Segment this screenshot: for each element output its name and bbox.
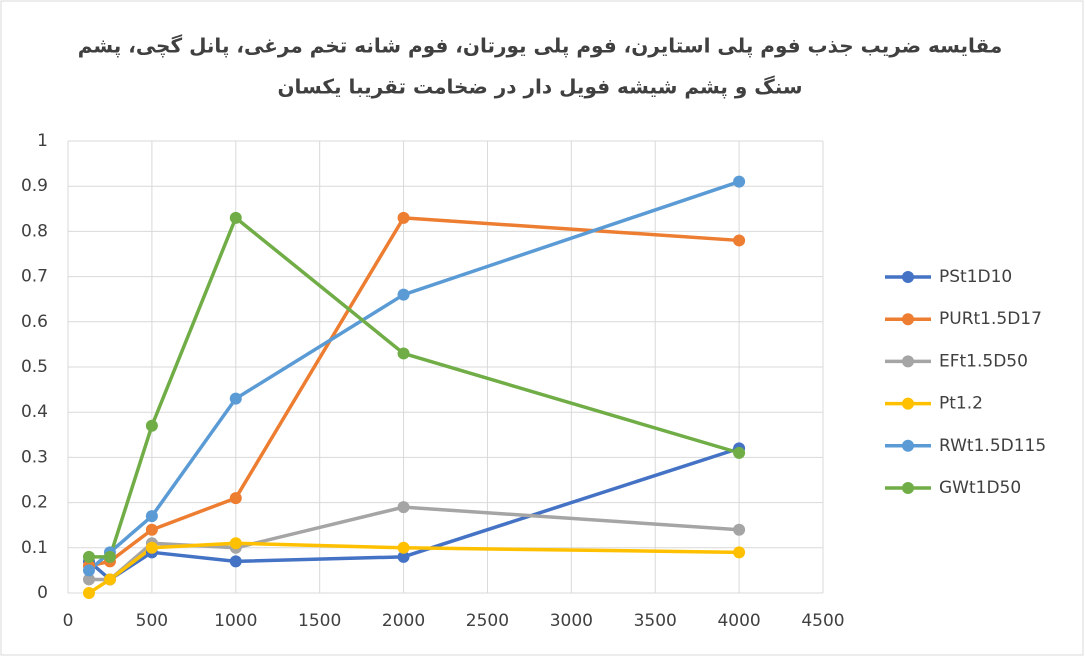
y-tick-label: 0.9 <box>21 176 48 196</box>
data-point <box>145 541 158 554</box>
data-point <box>397 541 410 554</box>
data-point <box>82 573 95 586</box>
data-point <box>397 288 410 301</box>
legend-marker <box>902 397 914 410</box>
x-tick-label: 500 <box>136 611 168 631</box>
x-tick-label: 0 <box>63 611 74 631</box>
data-point <box>103 550 116 563</box>
y-tick-label: 0.7 <box>21 267 48 287</box>
data-point <box>229 555 242 568</box>
data-point <box>145 419 158 432</box>
data-point <box>733 175 746 188</box>
y-tick-label: 0.6 <box>21 312 48 332</box>
chart-title: سنگ و پشم شیشه فویل دار در ضخامت تقریبا … <box>277 75 802 100</box>
data-point <box>397 347 410 360</box>
x-tick-label: 3000 <box>550 611 593 631</box>
legend-marker <box>902 482 914 494</box>
x-tick-label: 4500 <box>801 611 844 631</box>
legend-label: PURt1.5D17 <box>939 309 1042 329</box>
data-point <box>397 211 410 224</box>
legend-marker <box>902 439 914 452</box>
data-point <box>733 234 746 247</box>
data-point <box>229 537 242 550</box>
data-point <box>145 510 158 523</box>
y-tick-label: 0.2 <box>21 493 48 513</box>
y-tick-label: 0.4 <box>21 402 48 422</box>
legend-label: PSt1D10 <box>939 267 1012 287</box>
legend-label: EFt1.5D50 <box>939 351 1028 371</box>
data-point <box>397 501 410 514</box>
data-point <box>397 550 410 563</box>
data-point <box>733 446 746 459</box>
x-tick-label: 2000 <box>382 611 425 631</box>
data-point <box>103 573 116 586</box>
legend-marker <box>902 313 914 326</box>
y-tick-label: 0.3 <box>21 447 48 467</box>
x-tick-label: 3500 <box>634 611 677 631</box>
y-tick-label: 0.8 <box>21 221 48 241</box>
y-tick-label: 1 <box>37 131 48 151</box>
legend-marker <box>902 355 914 368</box>
legend-label: RWt1.5D115 <box>939 436 1046 456</box>
data-point <box>229 392 242 405</box>
data-point <box>229 211 242 224</box>
x-tick-label: 1500 <box>298 611 341 631</box>
legend-label: Pt1.2 <box>939 394 983 414</box>
data-point <box>82 550 95 563</box>
data-point <box>229 492 242 505</box>
chart-title: مقایسه ضریب جذب فوم پلی استایرن، فوم پلی… <box>78 34 1003 59</box>
y-tick-label: 0.5 <box>21 357 48 377</box>
data-point <box>82 564 95 577</box>
data-point <box>82 587 95 599</box>
data-point <box>733 523 746 536</box>
data-point <box>145 523 158 536</box>
y-tick-label: 0.1 <box>21 538 48 558</box>
data-point <box>733 546 746 559</box>
x-tick-label: 2500 <box>466 611 509 631</box>
x-tick-label: 4000 <box>717 611 760 631</box>
legend-label: GWt1D50 <box>939 478 1021 498</box>
x-tick-label: 1000 <box>214 611 257 631</box>
y-tick-label: 0 <box>37 583 48 603</box>
legend-marker <box>902 271 914 283</box>
